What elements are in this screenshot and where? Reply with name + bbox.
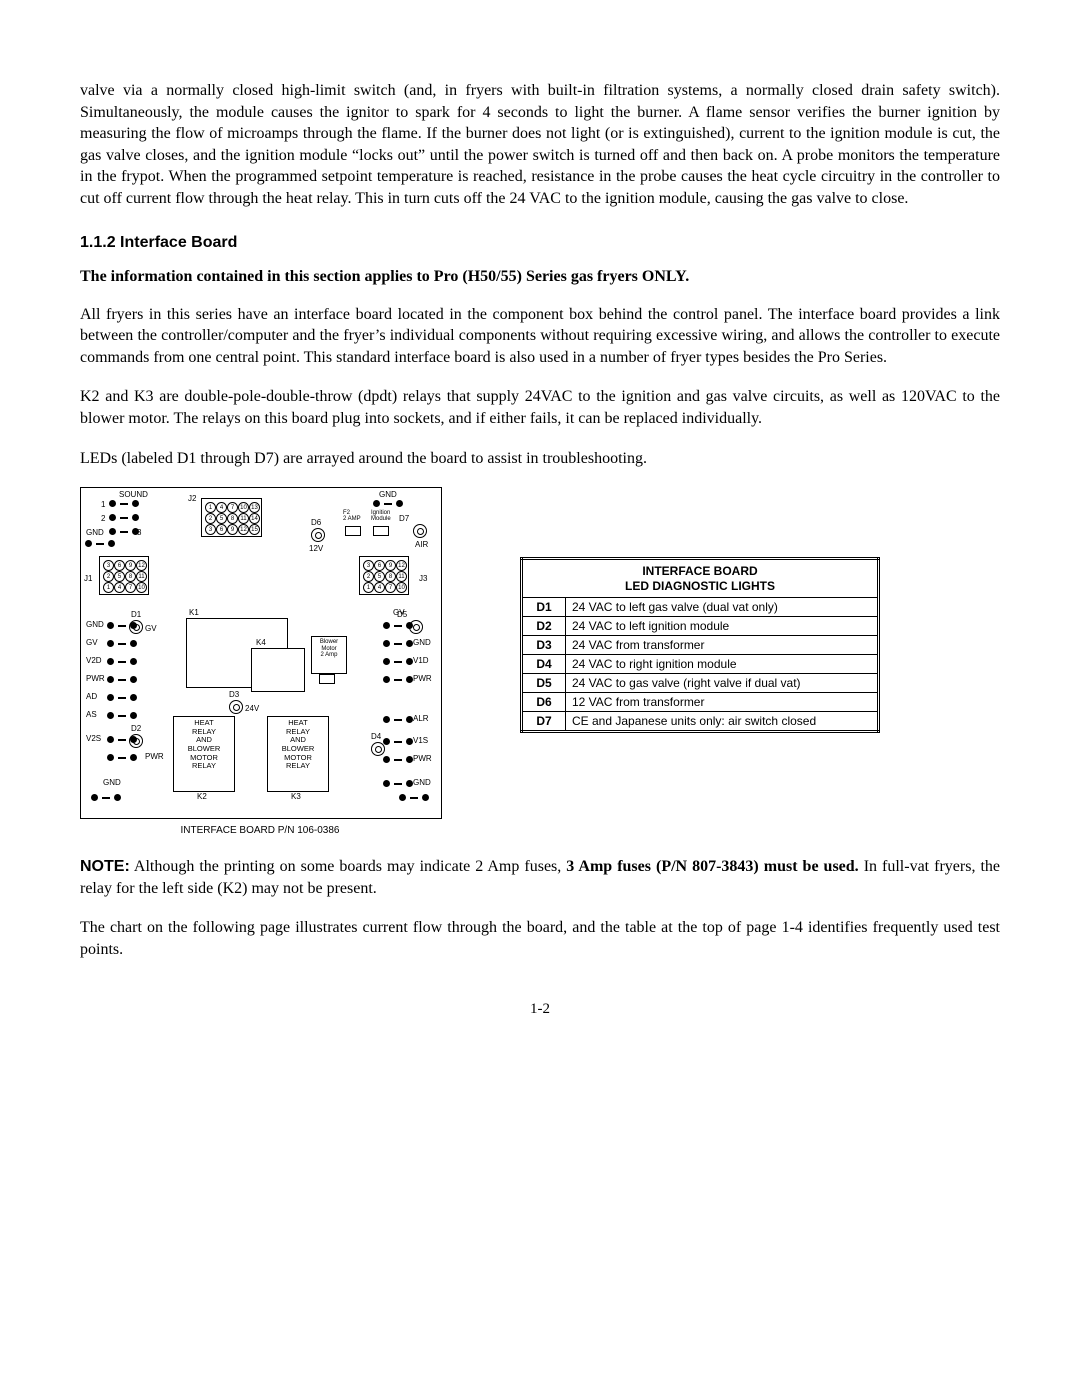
- page-number: 1-2: [80, 1001, 1000, 1018]
- section-heading: 1.1.2 Interface Board: [80, 234, 1000, 252]
- label-sound: SOUND: [119, 490, 148, 499]
- led-key: D2: [522, 616, 566, 635]
- label-12v: 12V: [309, 544, 323, 553]
- label-f2: F22 AMP: [343, 510, 361, 522]
- led-key: D1: [522, 597, 566, 616]
- intro-paragraph: valve via a normally closed high-limit s…: [80, 80, 1000, 210]
- label-d3: D3: [229, 690, 239, 699]
- led-desc: CE and Japanese units only: air switch c…: [566, 711, 879, 731]
- right-label-pwr: PWR: [413, 754, 432, 763]
- label-gnd-tl: GND: [86, 528, 104, 537]
- right-label-gnd: GND: [413, 638, 431, 647]
- label-k3: K3: [291, 792, 301, 801]
- label-j2: J2: [188, 494, 196, 503]
- k4-box: [251, 648, 305, 692]
- table-row: D524 VAC to gas valve (right valve if du…: [522, 673, 879, 692]
- led-d3: [229, 700, 243, 714]
- label-k1: K1: [189, 608, 199, 617]
- fuse-f2: [345, 526, 361, 536]
- left-label-gv: GV: [86, 638, 98, 647]
- figure-row: SOUND 1 2 GND 3 J2 147101325811143691215…: [80, 487, 1000, 836]
- label-air: AIR: [415, 540, 428, 549]
- led-table-header: INTERFACE BOARDLED DIAGNOSTIC LIGHTS: [522, 559, 879, 598]
- label-d7: D7: [399, 514, 409, 523]
- left-label-gnd: GND: [86, 620, 104, 629]
- pin-2: 2: [101, 514, 105, 523]
- left-label-pwr: PWR: [145, 752, 164, 761]
- blower-box: BlowerMotor2 Amp: [311, 636, 347, 674]
- interface-para-2: K2 and K3 are double-pole-double-throw (…: [80, 386, 1000, 429]
- label-gv-left: GV: [145, 624, 157, 633]
- applies-only-line: The information contained in this sectio…: [80, 268, 1000, 286]
- led-diagnostic-table: INTERFACE BOARDLED DIAGNOSTIC LIGHTS D12…: [520, 557, 880, 733]
- right-label-gv: GV: [393, 608, 405, 617]
- left-label-v2d: V2D: [86, 656, 102, 665]
- right-label-v1s: V1S: [413, 736, 428, 745]
- left-label-v2s: V2S: [86, 734, 101, 743]
- led-key: D6: [522, 692, 566, 711]
- left-label-pwr: PWR: [86, 674, 105, 683]
- led-desc: 24 VAC to right ignition module: [566, 654, 879, 673]
- label-d6: D6: [311, 518, 321, 527]
- closing-para: The chart on the following page illustra…: [80, 917, 1000, 960]
- table-row: D7CE and Japanese units only: air switch…: [522, 711, 879, 731]
- interface-para-1: All fryers in this series have an interf…: [80, 304, 1000, 369]
- note-label: NOTE:: [80, 858, 130, 875]
- led-desc: 12 VAC from transformer: [566, 692, 879, 711]
- label-d1: D1: [131, 610, 141, 619]
- k2-box: HEATRELAYANDBLOWERMOTORRELAY: [173, 716, 235, 792]
- led-desc: 24 VAC to left ignition module: [566, 616, 879, 635]
- led-key: D5: [522, 673, 566, 692]
- right-label-v1d: V1D: [413, 656, 429, 665]
- label-k2: K2: [197, 792, 207, 801]
- led-key: D7: [522, 711, 566, 731]
- table-row: D324 VAC from transformer: [522, 635, 879, 654]
- interface-board-diagram: SOUND 1 2 GND 3 J2 147101325811143691215…: [80, 487, 440, 836]
- label-j1: J1: [84, 574, 92, 583]
- pin-3: 3: [137, 528, 141, 537]
- led-desc: 24 VAC from transformer: [566, 635, 879, 654]
- table-row: D424 VAC to right ignition module: [522, 654, 879, 673]
- fuse-blower: [319, 674, 335, 684]
- j2-connector: 147101325811143691215: [201, 498, 262, 537]
- led-d6: [311, 528, 325, 542]
- table-row: D124 VAC to left gas valve (dual vat onl…: [522, 597, 879, 616]
- label-d2: D2: [131, 724, 141, 733]
- fuse-ign: [373, 526, 389, 536]
- label-ign-module: IgnitionModule: [371, 510, 391, 522]
- interface-para-3: LEDs (labeled D1 through D7) are arrayed…: [80, 448, 1000, 470]
- label-k4: K4: [256, 638, 266, 647]
- left-label-ad: AD: [86, 692, 97, 701]
- j3-connector: 369122581114710: [359, 556, 409, 595]
- right-label-gnd: GND: [413, 778, 431, 787]
- right-label-alr: ALR: [413, 714, 429, 723]
- right-label-pwr: PWR: [413, 674, 432, 683]
- j1-connector: 369122581114710: [99, 556, 149, 595]
- diagram-caption: INTERFACE BOARD P/N 106-0386: [80, 825, 440, 836]
- label-d4: D4: [371, 732, 381, 741]
- table-row: D224 VAC to left ignition module: [522, 616, 879, 635]
- led-key: D3: [522, 635, 566, 654]
- k3-box: HEATRELAYANDBLOWERMOTORRELAY: [267, 716, 329, 792]
- label-24v: 24V: [245, 704, 259, 713]
- left-label-gnd: GND: [103, 778, 121, 787]
- led-key: D4: [522, 654, 566, 673]
- pin-1: 1: [101, 500, 105, 509]
- left-label-as: AS: [86, 710, 97, 719]
- led-desc: 24 VAC to gas valve (right valve if dual…: [566, 673, 879, 692]
- table-row: D612 VAC from transformer: [522, 692, 879, 711]
- label-j3: J3: [419, 574, 427, 583]
- note-paragraph: NOTE: Although the printing on some boar…: [80, 856, 1000, 899]
- led-desc: 24 VAC to left gas valve (dual vat only): [566, 597, 879, 616]
- label-gnd-tr: GND: [379, 490, 397, 499]
- led-d7: [413, 524, 427, 538]
